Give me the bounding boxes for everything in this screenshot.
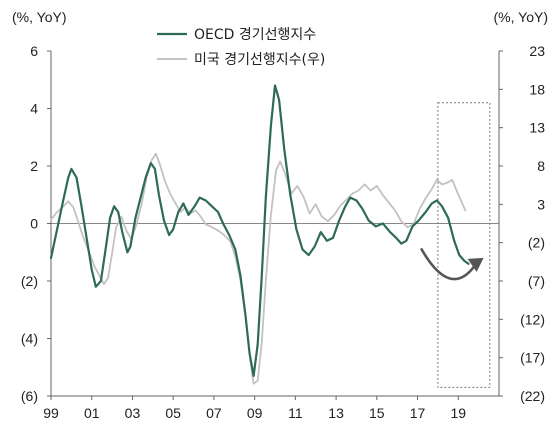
- x-tick-label: 03: [125, 405, 141, 421]
- annotation-layer: [420, 102, 491, 388]
- right-tick-label: (12): [520, 311, 545, 327]
- legend-label-us: 미국 경기선행지수(우): [194, 52, 325, 68]
- legend-label-oecd: OECD 경기선행지수: [194, 27, 316, 43]
- right-tick-label: 23: [529, 43, 545, 59]
- right-axis-unit-label: (%, YoY): [494, 9, 548, 25]
- x-tick-label: 13: [328, 405, 344, 421]
- left-tick-label: 4: [30, 101, 38, 117]
- right-tick-label: (22): [520, 388, 545, 404]
- right-tick-label: (7): [528, 273, 545, 289]
- x-tick-label: 05: [165, 405, 181, 421]
- x-tick-label: 11: [288, 405, 303, 421]
- series-layer: [49, 84, 470, 385]
- left-tick-label: (6): [21, 388, 38, 404]
- x-tick-label: 17: [410, 405, 426, 421]
- x-tick-label: 09: [247, 405, 263, 421]
- right-tick-label: 8: [537, 158, 545, 174]
- left-axis-ticks: 6 4 2 0 (2) (4) (6): [21, 43, 51, 404]
- right-tick-label: (17): [520, 350, 545, 366]
- x-tick-label: 15: [369, 405, 385, 421]
- x-tick-label: 19: [450, 405, 466, 421]
- trend-arrow-head: [467, 257, 484, 272]
- series-line-oecd: [49, 84, 470, 377]
- trend-arrow-curve: [420, 248, 476, 281]
- right-axis-ticks: 23 18 13 8 3 (2) (7) (12) (17) (22): [499, 43, 545, 404]
- x-tick-label: 07: [206, 405, 222, 421]
- x-tick-label: 01: [84, 405, 100, 421]
- left-tick-label: 0: [30, 216, 38, 232]
- left-tick-label: (4): [21, 331, 38, 347]
- highlight-dotted-box: [437, 102, 491, 388]
- x-tick-label: 99: [43, 405, 59, 421]
- right-tick-label: 18: [529, 81, 545, 97]
- left-tick-label: (2): [21, 273, 38, 289]
- right-tick-label: 3: [537, 196, 545, 212]
- right-tick-label: (2): [528, 235, 545, 251]
- legend: OECD 경기선행지수 미국 경기선행지수(우): [157, 27, 325, 68]
- x-axis-ticks: 99 01 03 05 07 09 11 13 15 17 19: [43, 396, 466, 421]
- series-line-us: [50, 152, 467, 385]
- left-tick-label: 2: [30, 158, 38, 174]
- left-axis-unit-label: (%, YoY): [12, 9, 66, 25]
- left-tick-label: 6: [30, 43, 38, 59]
- right-tick-label: 13: [529, 120, 545, 136]
